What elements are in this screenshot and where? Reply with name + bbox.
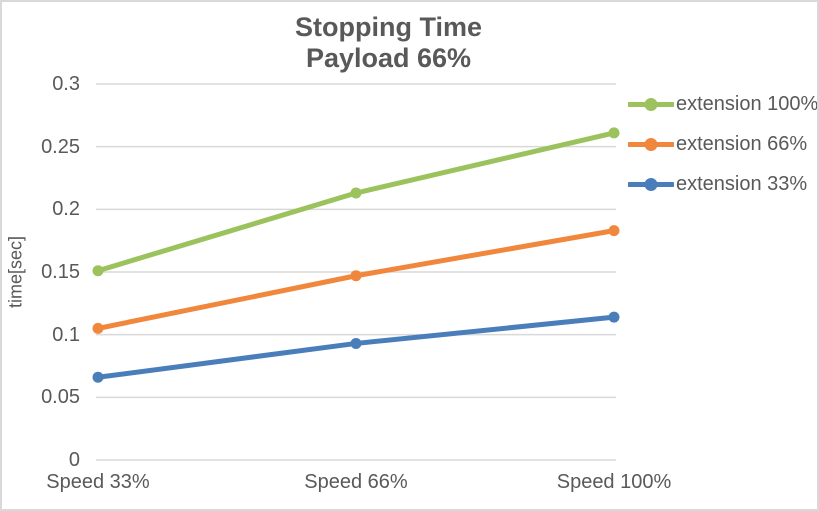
y-tick-label: 0 [68,449,80,471]
plot-canvas [92,83,620,461]
chart-title-line2: Payload 66% [305,43,472,73]
data-point-extension-100-speed-100 [608,127,620,139]
series-line-extension-100 [95,130,617,274]
legend-item-extension-33: extension 33% [628,164,817,204]
chart-title-line1: Stopping Time [295,12,482,42]
x-category-label-speed-66: Speed 66% [304,471,408,493]
y-tick-label: 0.05 [41,386,80,409]
x-category-label-speed-33: Speed 33% [46,471,150,493]
y-tick-label: 0.2 [52,198,80,221]
legend-label: extension 66% [676,132,808,155]
legend-item-extension-66: extension 66% [628,124,817,164]
plot-area [92,83,620,461]
data-point-extension-66-speed-100 [608,225,620,237]
data-point-extension-100-speed-66 [350,187,362,199]
data-point-extension-33-speed-100 [608,311,620,323]
y-tick-label: 0.15 [41,261,80,283]
legend-label: extension 100% [676,92,819,115]
legend-line-marker-icon [628,137,674,151]
data-point-extension-33-speed-33 [92,371,104,383]
legend-item-extension-100: extension 100% [628,84,819,124]
legend-line-marker-icon [628,177,674,191]
data-point-extension-100-speed-33 [92,265,104,277]
y-tick-label: 0.25 [41,135,80,158]
y-tick-label: 0.3 [52,73,80,95]
x-category-label-speed-100: Speed 100% [556,471,672,493]
data-point-extension-66-speed-66 [350,270,362,282]
chart-title: Stopping Time Payload 66% [2,12,775,74]
legend: extension 100% extension 66% extension 33% [628,84,819,204]
legend-line-marker-icon [628,97,674,111]
legend-label: extension 33% [676,172,808,195]
data-point-extension-33-speed-66 [350,337,362,349]
data-point-extension-66-speed-33 [92,322,104,334]
y-tick-label: 0.1 [52,323,80,346]
